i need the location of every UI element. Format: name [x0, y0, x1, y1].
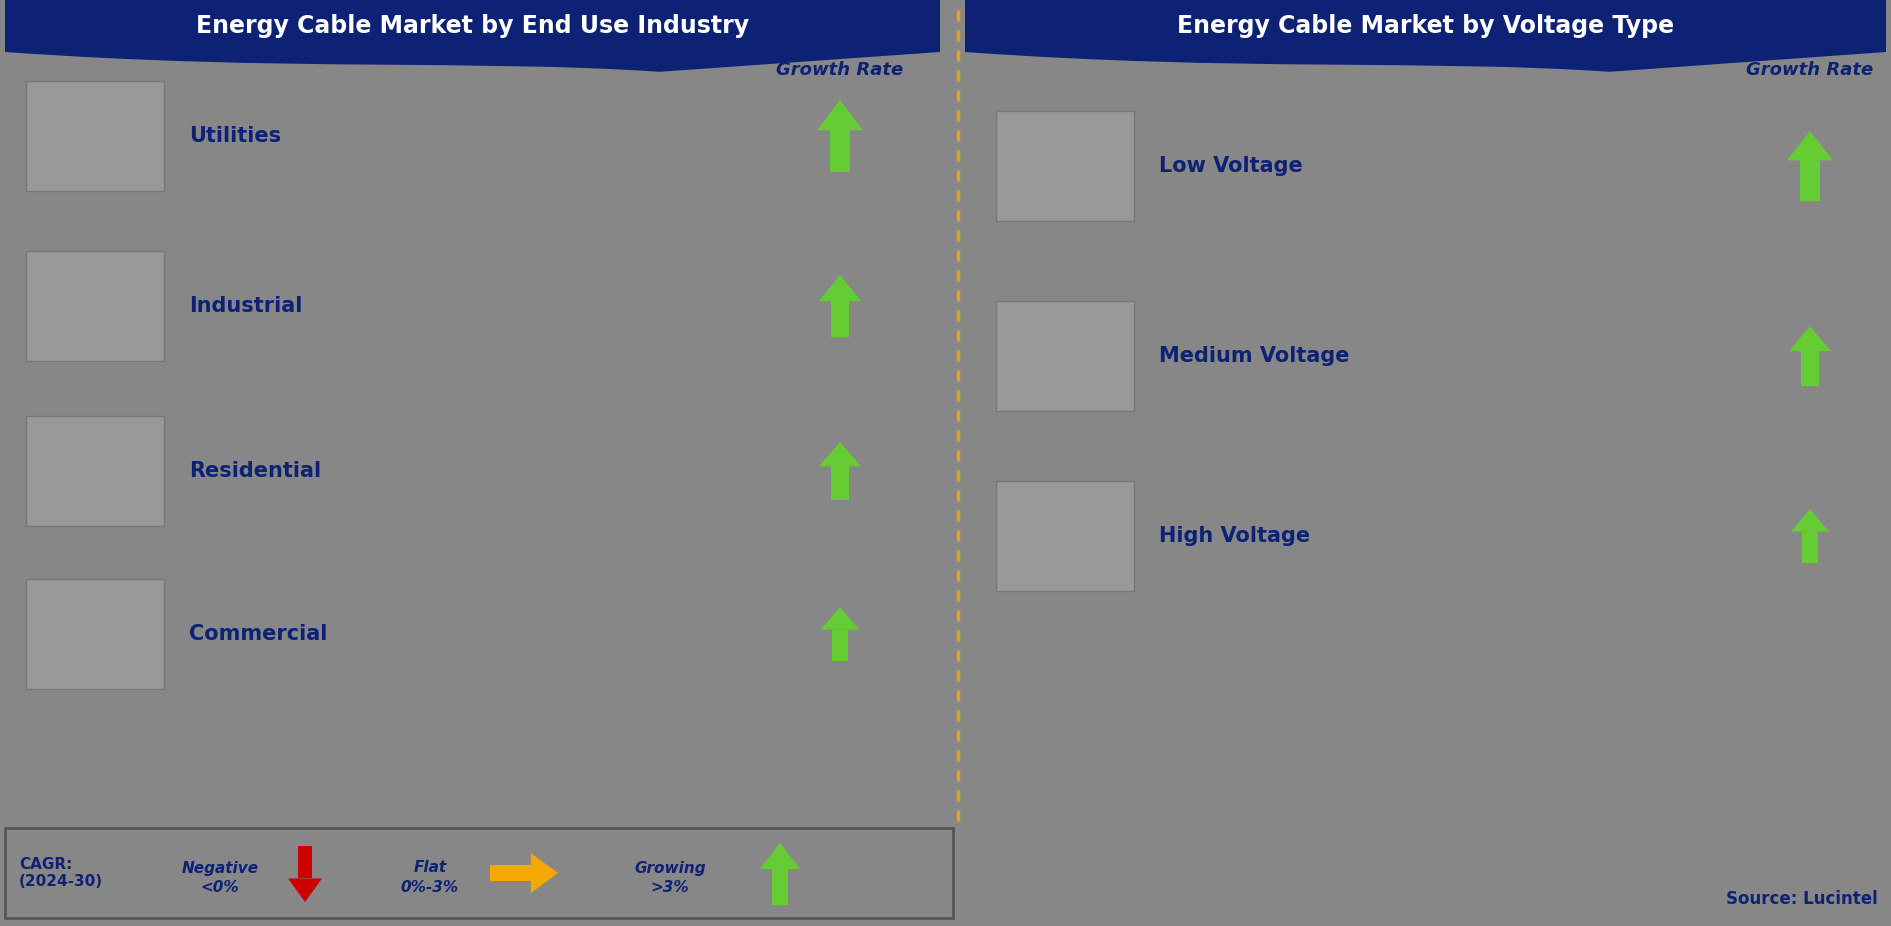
Polygon shape: [299, 846, 312, 879]
Text: Growth Rate: Growth Rate: [1747, 61, 1874, 79]
FancyBboxPatch shape: [6, 828, 953, 918]
Text: Low Voltage: Low Voltage: [1159, 156, 1303, 176]
Text: Utilities: Utilities: [189, 126, 282, 146]
Polygon shape: [531, 853, 558, 893]
Text: Flat: Flat: [414, 860, 446, 875]
Polygon shape: [1789, 326, 1830, 351]
Polygon shape: [490, 865, 531, 882]
Text: Growth Rate: Growth Rate: [777, 61, 904, 79]
Text: Energy Cable Market by Voltage Type: Energy Cable Market by Voltage Type: [1176, 14, 1674, 38]
Text: Commercial: Commercial: [189, 624, 327, 644]
FancyBboxPatch shape: [26, 81, 165, 191]
FancyBboxPatch shape: [26, 579, 165, 689]
Text: <0%: <0%: [200, 880, 240, 895]
Polygon shape: [832, 301, 849, 337]
Text: >3%: >3%: [651, 880, 690, 895]
Text: Source: Lucintel: Source: Lucintel: [1726, 890, 1878, 908]
Polygon shape: [772, 869, 789, 905]
Polygon shape: [821, 607, 859, 630]
Polygon shape: [830, 131, 849, 172]
Polygon shape: [6, 0, 940, 52]
Text: Medium Voltage: Medium Voltage: [1159, 346, 1350, 366]
FancyBboxPatch shape: [26, 251, 165, 361]
Text: Negative: Negative: [182, 860, 259, 875]
FancyBboxPatch shape: [997, 111, 1135, 221]
Polygon shape: [819, 442, 860, 467]
Polygon shape: [964, 0, 1885, 52]
Polygon shape: [1800, 160, 1819, 201]
FancyBboxPatch shape: [997, 481, 1135, 591]
Text: Growing: Growing: [633, 860, 705, 875]
Text: Residential: Residential: [189, 461, 321, 481]
Text: 0%-3%: 0%-3%: [401, 880, 460, 895]
FancyBboxPatch shape: [997, 301, 1135, 411]
Polygon shape: [817, 100, 862, 131]
PathPatch shape: [964, 47, 1885, 72]
Text: High Voltage: High Voltage: [1159, 526, 1310, 546]
FancyBboxPatch shape: [26, 416, 165, 526]
Polygon shape: [819, 275, 860, 301]
Polygon shape: [760, 843, 800, 869]
Text: CAGR:
(2024-30): CAGR: (2024-30): [19, 857, 104, 889]
PathPatch shape: [6, 47, 940, 72]
Polygon shape: [1791, 509, 1829, 532]
Polygon shape: [1802, 532, 1817, 563]
Polygon shape: [832, 467, 849, 500]
Polygon shape: [832, 630, 847, 661]
Polygon shape: [1787, 131, 1832, 160]
Polygon shape: [1802, 351, 1819, 386]
Polygon shape: [287, 879, 321, 902]
Text: Industrial: Industrial: [189, 296, 303, 316]
Text: Energy Cable Market by End Use Industry: Energy Cable Market by End Use Industry: [197, 14, 749, 38]
